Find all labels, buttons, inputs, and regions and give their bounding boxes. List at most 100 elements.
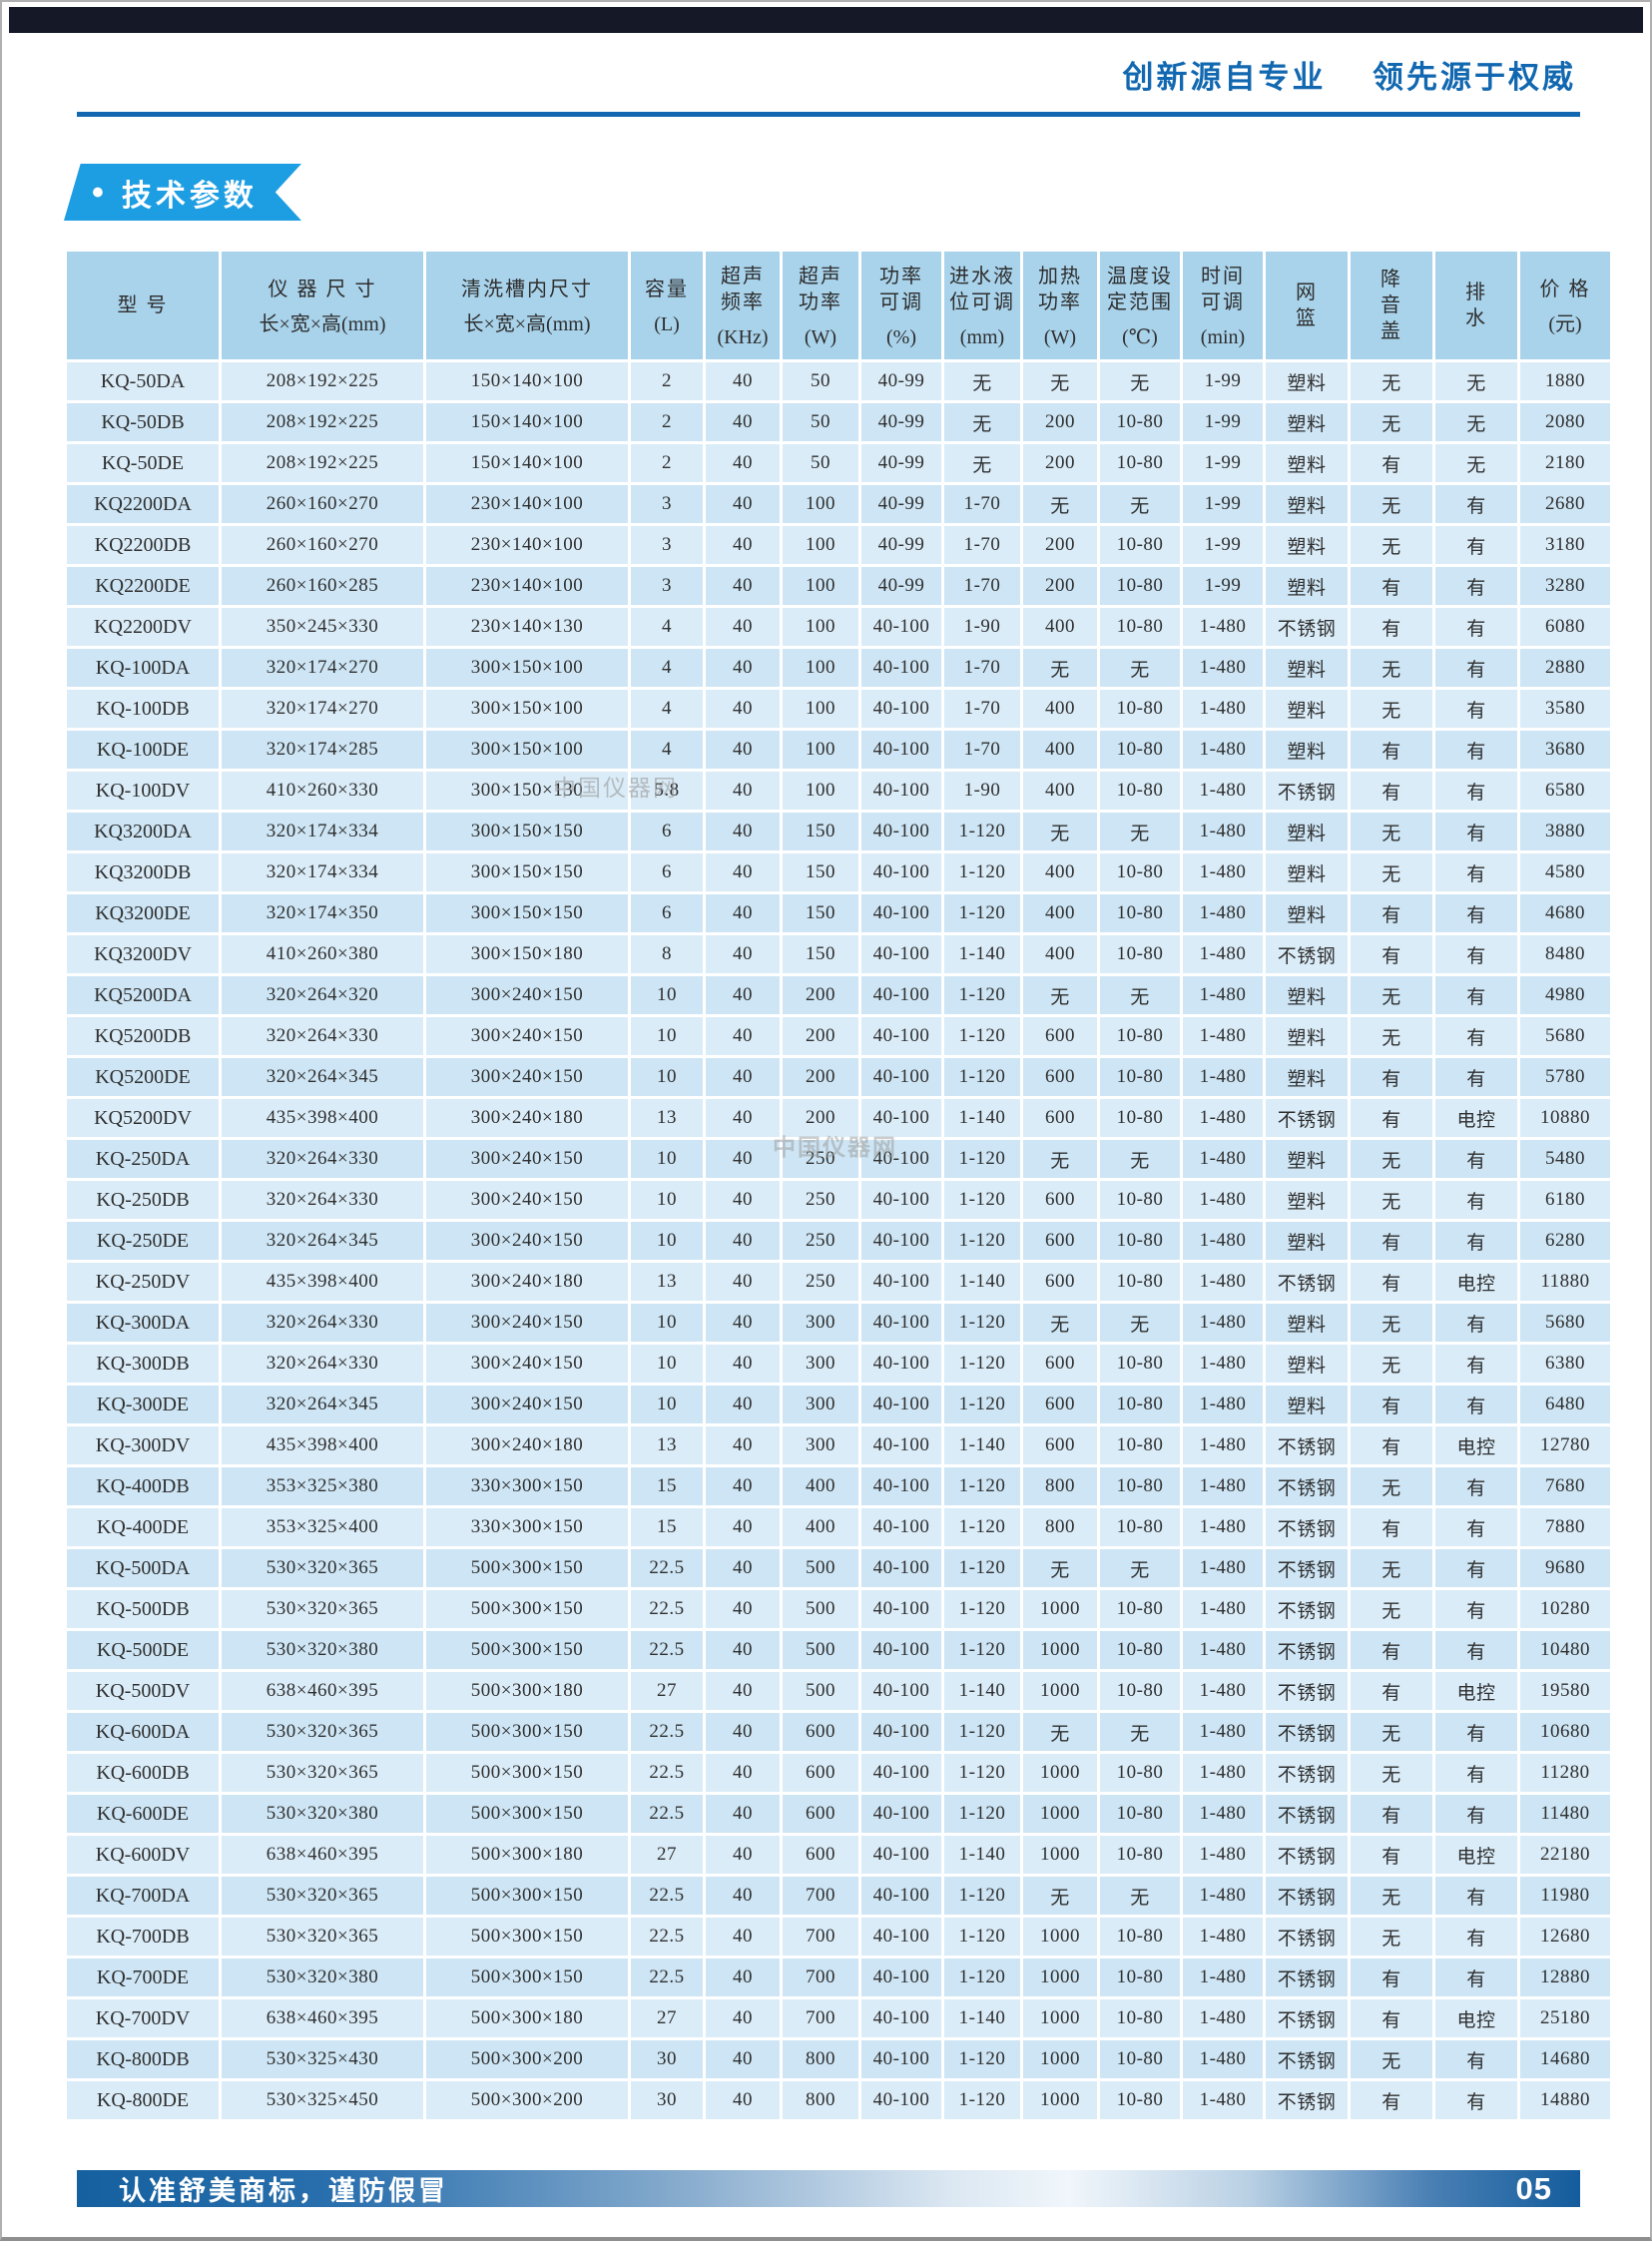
cell-time_min: 1-480 [1183,1549,1263,1587]
table-row: KQ-100DV 410×260×330 300×150×130 5.8 40 100 40… [67,772,1610,810]
cell-power_W: 250 [783,1140,858,1178]
column-header: 价 格 (元) [1520,252,1610,359]
cell-capacity_L: 10 [631,1140,703,1178]
cell-drain: 有 [1435,894,1517,932]
table-row: KQ5200DE 320×264×345 300×240×150 10 40 200 40-… [67,1058,1610,1096]
cell-temp_range_C: 10-80 [1100,1426,1180,1464]
cell-model: KQ-250DV [67,1263,219,1301]
cell-power_adjust_pct: 40-100 [861,1426,941,1464]
cell-heating_W: 800 [1023,1508,1097,1546]
cell-power_W: 100 [783,731,858,769]
table-row: KQ-800DE 530×325×450 500×300×200 30 40 800 40-… [67,2081,1610,2119]
cell-time_min: 1-480 [1183,690,1263,728]
cell-capacity_L: 22.5 [631,1754,703,1792]
cell-water_level_mm: 1-70 [944,690,1020,728]
cell-time_min: 1-480 [1183,731,1263,769]
cell-power_adjust_pct: 40-100 [861,1549,941,1587]
cell-frequency_KHz: 40 [706,608,780,646]
cell-water_level_mm: 1-120 [944,1140,1020,1178]
cell-price_yuan: 6480 [1520,1386,1610,1423]
cell-instrument_size: 530×320×365 [222,1590,423,1628]
cell-frequency_KHz: 40 [706,526,780,564]
cell-tank_size: 150×140×100 [426,403,628,441]
cell-time_min: 1-480 [1183,976,1263,1014]
cell-heating_W: 200 [1023,526,1097,564]
cell-water_level_mm: 1-120 [944,853,1020,891]
cell-temp_range_C: 10-80 [1100,772,1180,810]
cell-price_yuan: 9680 [1520,1549,1610,1587]
cell-basket: 塑料 [1266,649,1348,687]
cell-price_yuan: 2180 [1520,444,1610,482]
cell-power_W: 100 [783,649,858,687]
header-slogan: 创新源自专业 领先源于权威 [1122,60,1576,95]
cell-sound_cover: 无 [1351,362,1432,400]
cell-heating_W: 1000 [1023,1631,1097,1669]
cell-time_min: 1-480 [1183,1304,1263,1342]
cell-drain: 有 [1435,608,1517,646]
cell-heating_W: 无 [1023,485,1097,523]
cell-power_adjust_pct: 40-100 [861,1877,941,1915]
cell-price_yuan: 11880 [1520,1263,1610,1301]
cell-instrument_size: 260×160×270 [222,485,423,523]
cell-heating_W: 400 [1023,690,1097,728]
cell-temp_range_C: 10-80 [1100,1099,1180,1137]
cell-basket: 不锈钢 [1266,1508,1348,1546]
cell-tank_size: 500×300×180 [426,1672,628,1710]
cell-capacity_L: 15 [631,1467,703,1505]
table-row: KQ-400DE 353×325×400 330×300×150 15 40 400 40-… [67,1508,1610,1546]
column-unit: (℃) [1122,326,1158,348]
cell-capacity_L: 22.5 [631,1959,703,1996]
cell-instrument_size: 320×264×330 [222,1017,423,1055]
cell-tank_size: 330×300×150 [426,1467,628,1505]
cell-power_W: 250 [783,1181,858,1219]
cell-water_level_mm: 1-120 [944,1222,1020,1260]
cell-drain: 有 [1435,2040,1517,2078]
cell-power_adjust_pct: 40-100 [861,1508,941,1546]
cell-price_yuan: 11980 [1520,1877,1610,1915]
cell-frequency_KHz: 40 [706,1672,780,1710]
cell-time_min: 1-480 [1183,1590,1263,1628]
cell-power_W: 300 [783,1304,858,1342]
cell-temp_range_C: 10-80 [1100,1222,1180,1260]
column-header: 排 水 [1435,252,1517,359]
cell-sound_cover: 无 [1351,1017,1432,1055]
cell-power_adjust_pct: 40-100 [861,1345,941,1383]
cell-water_level_mm: 1-120 [944,1795,1020,1833]
cell-time_min: 1-480 [1183,1140,1263,1178]
cell-power_W: 800 [783,2040,858,2078]
cell-drain: 有 [1435,1549,1517,1587]
cell-power_adjust_pct: 40-100 [861,1836,941,1874]
cell-power_adjust_pct: 40-100 [861,649,941,687]
cell-power_W: 600 [783,1836,858,1874]
column-title: 清洗槽内尺寸 [461,279,593,300]
cell-sound_cover: 有 [1351,1508,1432,1546]
cell-sound_cover: 无 [1351,853,1432,891]
cell-frequency_KHz: 40 [706,362,780,400]
cell-temp_range_C: 10-80 [1100,444,1180,482]
cell-sound_cover: 有 [1351,1999,1432,2037]
cell-model: KQ-500DA [67,1549,219,1587]
column-header: 加热 功率 (W) [1023,252,1097,359]
cell-frequency_KHz: 40 [706,853,780,891]
cell-price_yuan: 8480 [1520,935,1610,973]
cell-heating_W: 无 [1023,362,1097,400]
cell-model: KQ-800DE [67,2081,219,2119]
cell-water_level_mm: 1-140 [944,1263,1020,1301]
cell-price_yuan: 11480 [1520,1795,1610,1833]
header-row: 型 号 仪 器 尺 寸 长×宽×高(mm) 清洗槽内尺寸 长×宽×高(mm) 容… [67,252,1610,359]
cell-water_level_mm: 1-90 [944,608,1020,646]
cell-power_adjust_pct: 40-100 [861,690,941,728]
cell-frequency_KHz: 40 [706,485,780,523]
cell-temp_range_C: 无 [1100,813,1180,850]
cell-temp_range_C: 10-80 [1100,2040,1180,2078]
cell-temp_range_C: 10-80 [1100,2081,1180,2119]
table-row: KQ2200DV 350×245×330 230×140×130 4 40 100 40-1… [67,608,1610,646]
cell-model: KQ-250DB [67,1181,219,1219]
cell-capacity_L: 27 [631,1672,703,1710]
cell-time_min: 1-480 [1183,2081,1263,2119]
cell-water_level_mm: 1-140 [944,1672,1020,1710]
cell-instrument_size: 260×160×270 [222,526,423,564]
cell-temp_range_C: 无 [1100,976,1180,1014]
table-row: KQ-600DB 530×320×365 500×300×150 22.5 40 600 4… [67,1754,1610,1792]
cell-model: KQ5200DE [67,1058,219,1096]
